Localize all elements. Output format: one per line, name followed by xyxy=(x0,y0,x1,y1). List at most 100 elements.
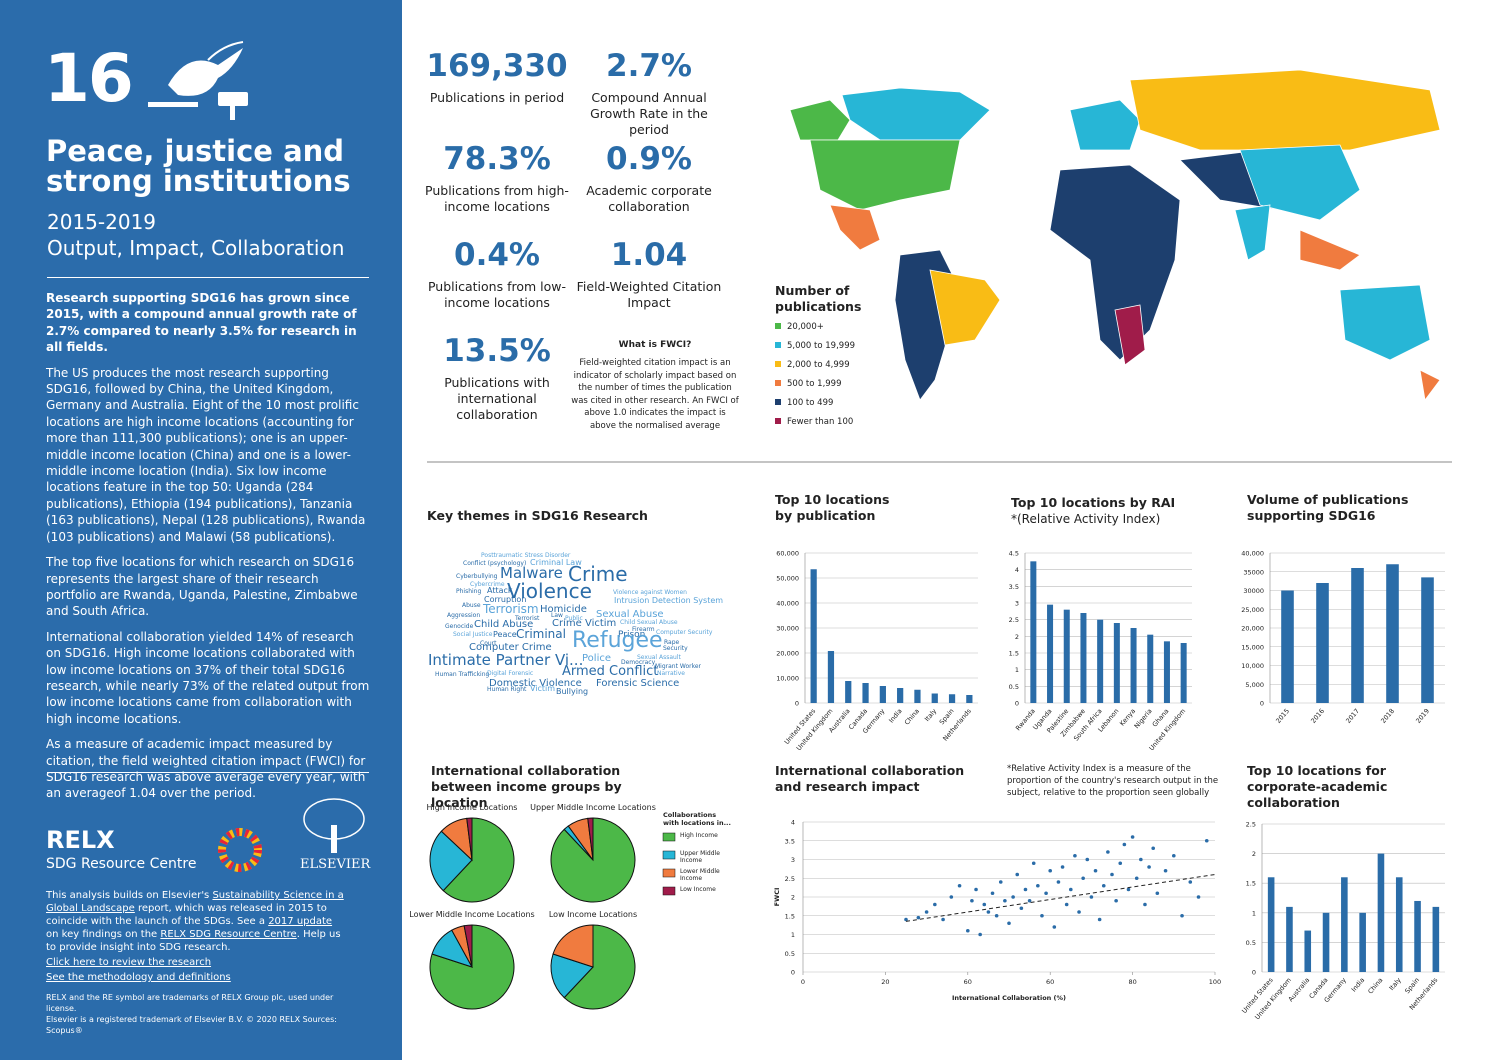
goal-icon xyxy=(148,41,248,120)
point xyxy=(957,883,962,888)
map-region xyxy=(1239,144,1361,221)
word: Child Sexual Abuse xyxy=(620,619,678,626)
word: Attack xyxy=(487,586,513,595)
word: Crime Victim xyxy=(552,618,616,629)
stat-value: 1.04 xyxy=(610,237,688,273)
point xyxy=(933,902,937,907)
stat-label: Compound Annual Growth Rate in the perio… xyxy=(590,90,708,137)
legend-label: Lower Middle Income xyxy=(680,868,720,882)
point xyxy=(970,898,974,903)
pie-title: Upper Middle Income Locations xyxy=(530,803,656,812)
bar xyxy=(914,689,921,703)
publisher: ELSEVIER xyxy=(300,857,371,872)
point xyxy=(990,891,995,896)
legend-label: 2,000 to 4,999 xyxy=(787,360,850,370)
word: Domestic Violence xyxy=(489,678,582,689)
y-tick-label: 2 xyxy=(1252,850,1256,858)
bar xyxy=(1163,641,1170,703)
title: Peace, justice and strong institutions xyxy=(46,134,351,198)
x-tick-label: 20 xyxy=(881,978,889,986)
y-tick-label: 20,000 xyxy=(1241,625,1264,633)
y-tick-label: 0.5 xyxy=(1009,683,1019,691)
word: Digital Forensic xyxy=(487,670,533,677)
legend-label: Fewer than 100 xyxy=(787,417,853,427)
bar xyxy=(931,693,938,703)
bar xyxy=(1047,604,1054,703)
pie-slice xyxy=(552,924,594,968)
footer-intro: This analysis builds on Elsevier's Susta… xyxy=(46,889,346,954)
point xyxy=(924,910,929,914)
pie-slice xyxy=(466,817,473,861)
y-tick-label: 2 xyxy=(1015,633,1019,641)
point xyxy=(1180,913,1184,918)
point xyxy=(974,887,978,892)
pie-slice xyxy=(463,924,473,968)
map-region xyxy=(809,139,961,211)
point xyxy=(1036,883,1040,888)
word: Crime xyxy=(568,562,628,586)
map-region xyxy=(1114,304,1146,366)
point xyxy=(978,932,982,937)
y-tick-label: 40,000 xyxy=(776,600,799,608)
pie-title: High Income Locations xyxy=(427,803,518,812)
point xyxy=(1110,872,1114,877)
stat-value: 0.4% xyxy=(454,237,540,273)
paragraph: International collaboration yielded 14% … xyxy=(46,629,370,726)
rai-note: *Relative Activity Index is a measure of… xyxy=(1007,764,1219,798)
bar xyxy=(1267,877,1275,972)
point xyxy=(1118,861,1123,866)
map-legend-title: Number of publications xyxy=(775,283,862,314)
legend-swatch xyxy=(662,850,676,860)
stat-label: Publications in period xyxy=(429,90,565,105)
point xyxy=(1056,880,1061,884)
chart-title: Volume of publications supporting SDG16 xyxy=(1247,492,1409,523)
bar xyxy=(1395,877,1403,972)
footer-link[interactable]: Click here to review the research xyxy=(46,957,212,968)
legend-label: 100 to 499 xyxy=(787,398,833,408)
word: Law xyxy=(551,612,563,619)
stat-value: 78.3% xyxy=(443,141,551,177)
word: Sexual Assault xyxy=(637,654,682,661)
y-tick-label: 1 xyxy=(1252,909,1256,917)
y-tick-label: 1.5 xyxy=(1246,880,1256,888)
word: Refugee xyxy=(572,628,663,653)
point xyxy=(1130,835,1135,839)
point xyxy=(1069,887,1073,892)
map-region xyxy=(1129,69,1441,151)
point xyxy=(1060,865,1065,869)
x-tick-label: 2015 xyxy=(1274,707,1291,725)
footer-links: Click here to review the research See the… xyxy=(46,956,346,984)
word: Human Right xyxy=(487,686,527,693)
word: Sexual Abuse xyxy=(596,609,664,620)
footer-link[interactable]: See the methodology and definitions xyxy=(46,972,231,983)
legend-swatch xyxy=(775,361,781,367)
x-tick-label: 0 xyxy=(801,978,805,986)
legal-line: Elsevier is a registered trademark of El… xyxy=(46,1015,337,1035)
legend-swatch xyxy=(662,868,676,878)
bar xyxy=(1063,609,1070,703)
bar xyxy=(1286,906,1293,972)
point xyxy=(1085,857,1090,862)
map-region xyxy=(1069,99,1141,151)
x-tick-label: 2016 xyxy=(1309,707,1326,725)
paragraph: The top five locations for which researc… xyxy=(46,555,358,619)
word: Armed Conflict xyxy=(562,664,658,679)
word: Terrorism xyxy=(482,602,539,616)
y-tick-label: 1 xyxy=(791,931,795,939)
bar xyxy=(845,681,852,703)
word-cloud-title: Key themes in SDG16 Research xyxy=(427,508,648,523)
footer-text: on key findings on the xyxy=(46,929,161,940)
stat-label: Publications from low-income locations xyxy=(427,279,566,310)
pie-title: Low Income Locations xyxy=(549,910,637,919)
word: Security xyxy=(663,645,688,652)
word: Democracy xyxy=(621,659,656,666)
paragraph: As a measure of academic impact measured… xyxy=(46,737,366,801)
bar xyxy=(1304,930,1312,972)
y-tick-label: 3.5 xyxy=(1009,583,1019,591)
stat-value: 13.5% xyxy=(443,333,551,369)
word: Police xyxy=(582,653,611,664)
y-tick-label: 0 xyxy=(1260,700,1264,708)
word: Posttraumatic Stress Disorder xyxy=(481,552,571,559)
y-tick-label: 1.5 xyxy=(1009,650,1019,658)
